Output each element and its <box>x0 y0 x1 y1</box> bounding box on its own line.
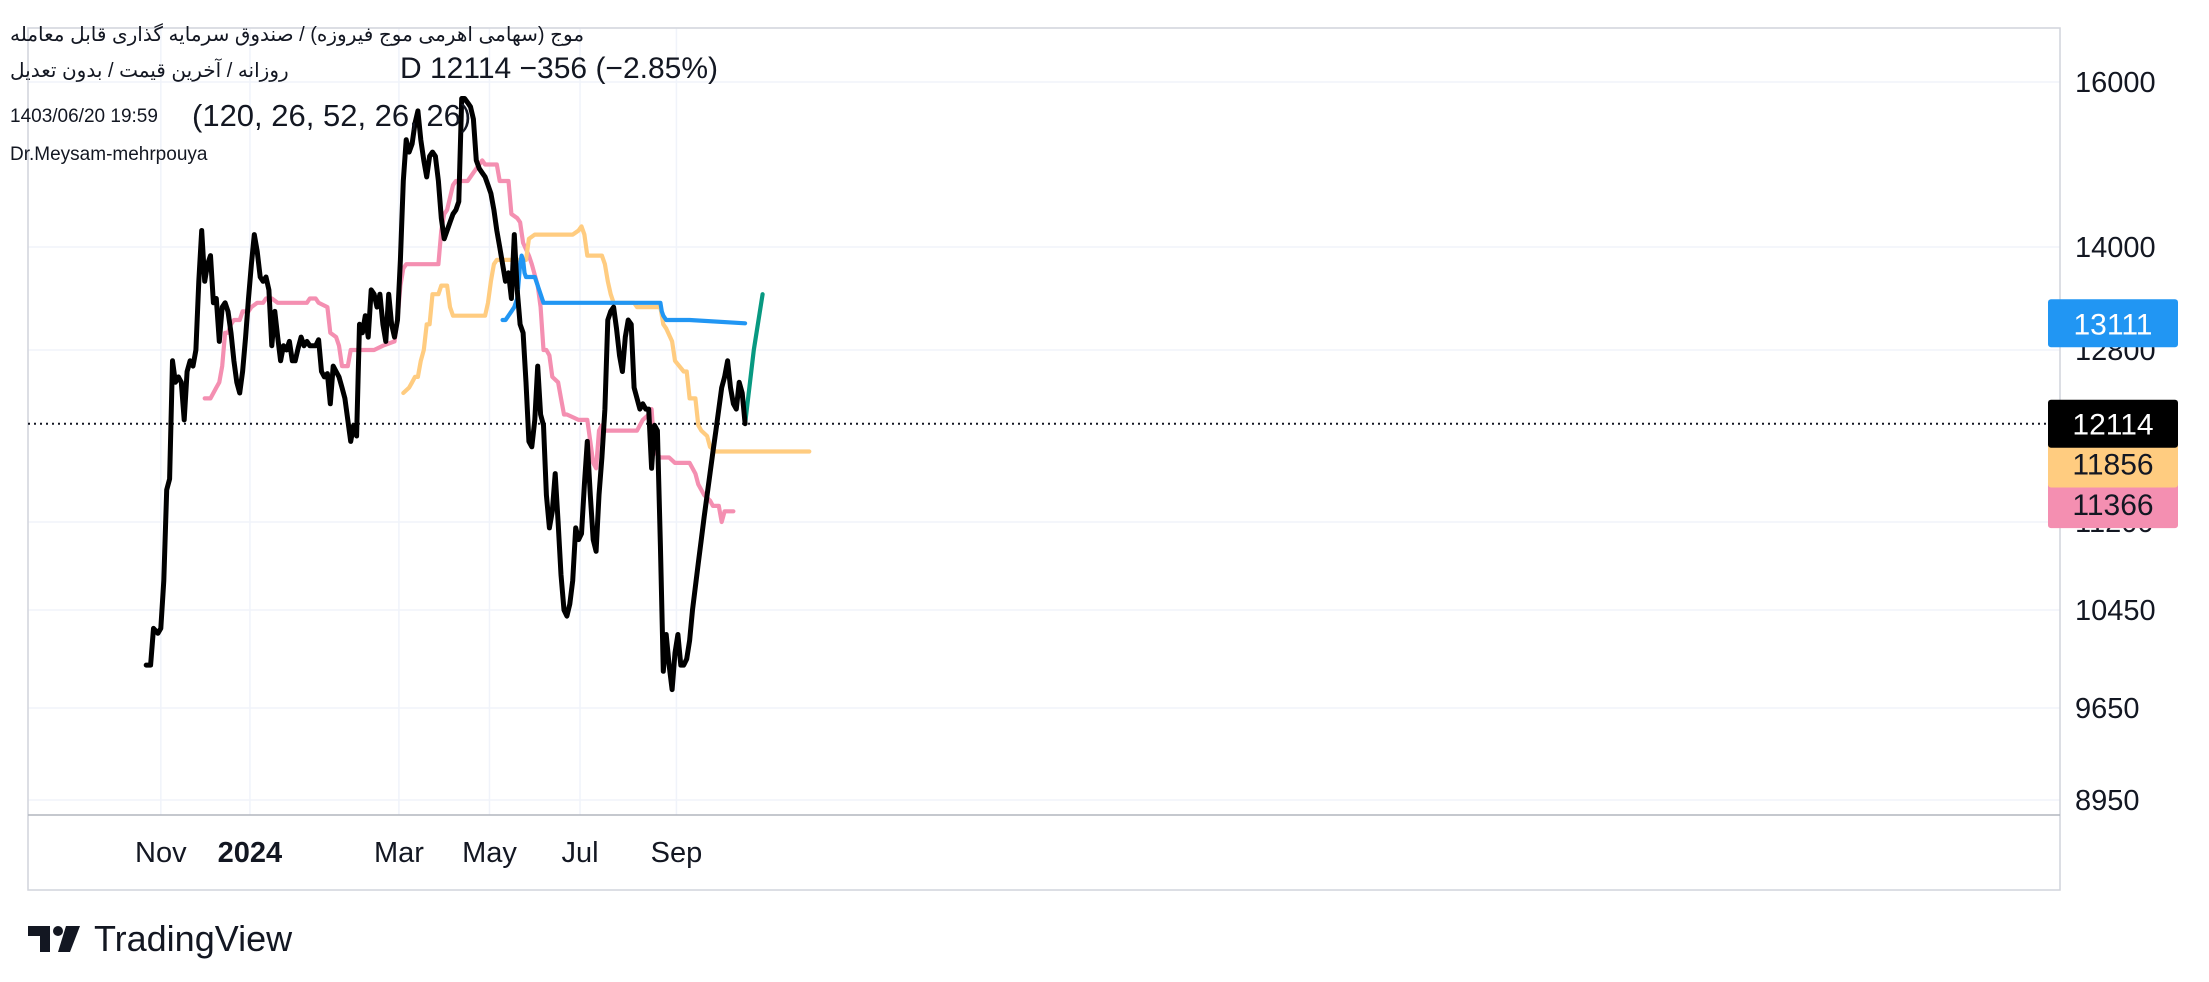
price-label-text: 11366 <box>2072 489 2153 522</box>
x-tick-label: Sep <box>651 837 703 869</box>
timestamp: 1403/06/20 19:59 <box>10 106 158 127</box>
price-label-bg <box>2048 399 2178 448</box>
price-label-price: 12114 <box>2048 399 2178 448</box>
grid <box>28 28 2060 815</box>
chart-subtitle: روزانه / آخرین قیمت / بدون تعدیل <box>10 60 289 82</box>
price-label-text: 11856 <box>2072 448 2153 481</box>
x-tick-label: Mar <box>374 837 424 869</box>
x-tick-label: Nov <box>135 837 187 869</box>
y-tick-label: 14000 <box>2075 232 2156 264</box>
price-label-leading-span: 13111 <box>2048 299 2178 348</box>
tradingview-logo-icon <box>28 926 80 952</box>
series-base-line <box>401 224 812 454</box>
x-tick-label: Jul <box>561 837 598 869</box>
price-readout: D 12114 −356 (−2.85%) <box>400 52 719 85</box>
series-forward-line <box>743 292 765 426</box>
y-tick-label: 16000 <box>2075 67 2156 99</box>
y-tick-label: 10450 <box>2075 595 2156 627</box>
x-tick-label: May <box>462 837 517 869</box>
series-price <box>143 96 748 693</box>
series-layer <box>143 96 812 693</box>
price-label-conversion-line: 11366 <box>2048 480 2178 529</box>
y-tick-label: 8950 <box>2075 785 2140 817</box>
price-label-bg <box>2048 299 2178 348</box>
chart-title: موج (سهامی اهرمی موج فیروزه) / صندوق سرم… <box>10 24 585 46</box>
tradingview-brand[interactable]: TradingView <box>28 918 292 960</box>
x-tick-label: 2024 <box>218 837 283 869</box>
plot-frame <box>27 27 2061 891</box>
price-label-bg <box>2048 480 2178 529</box>
price-label-base-line: 11856 <box>2048 439 2178 488</box>
price-label-text: 13111 <box>2074 308 2153 341</box>
price-label-text: 12114 <box>2072 409 2153 442</box>
author-name: Dr.Meysam-mehrpouya <box>10 144 208 165</box>
price-label-bg <box>2048 439 2178 488</box>
price-labels: 13111 11366 11856 12114 <box>2048 299 2178 529</box>
brand-name: TradingView <box>94 918 293 959</box>
series-leading-span <box>500 253 748 326</box>
x-axis[interactable]: Nov 2024 Mar May Jul Sep <box>135 837 702 869</box>
y-tick-label: 9650 <box>2075 693 2140 725</box>
indicator-params: (120, 26, 52, 26, 26) <box>192 98 472 133</box>
